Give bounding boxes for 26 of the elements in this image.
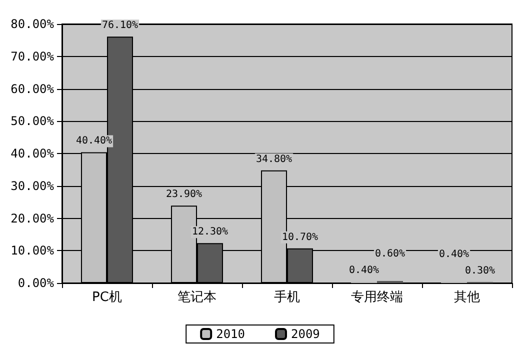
legend-label: 2009 bbox=[291, 327, 320, 341]
x-tick-label: PC机 bbox=[92, 290, 122, 305]
y-tick-label: 50.00% bbox=[10, 114, 55, 128]
data-label: 0.30% bbox=[464, 266, 496, 277]
data-label: 0.60% bbox=[374, 248, 406, 260]
data-label: 12.30% bbox=[192, 226, 228, 238]
y-tick-label: 0.00% bbox=[18, 276, 55, 290]
data-label: 40.40% bbox=[76, 136, 112, 147]
y-tick-label: 70.00% bbox=[10, 49, 55, 64]
data-label: 23.90% bbox=[166, 189, 202, 200]
data-label: 76.10% bbox=[102, 20, 138, 32]
data-label: 34.80% bbox=[256, 154, 292, 165]
data-label: 10.70% bbox=[282, 232, 318, 243]
x-tick-label: 笔记本 bbox=[178, 290, 216, 305]
data-label: 0.40% bbox=[438, 249, 470, 260]
x-tick-label: 其他 bbox=[454, 290, 480, 305]
x-tick-label: 专用终端 bbox=[351, 290, 403, 305]
x-tick-label: 手机 bbox=[274, 290, 300, 305]
data-label: 0.40% bbox=[348, 265, 380, 276]
y-tick-label: 30.00% bbox=[10, 178, 55, 193]
y-tick-label: 80.00% bbox=[10, 17, 55, 31]
y-tick-label: 20.00% bbox=[10, 211, 55, 226]
legend-label: 2010 bbox=[216, 327, 246, 341]
y-tick-label: 10.00% bbox=[10, 244, 55, 258]
y-tick-label: 60.00% bbox=[10, 82, 55, 96]
y-tick-label: 40.00% bbox=[10, 146, 55, 160]
